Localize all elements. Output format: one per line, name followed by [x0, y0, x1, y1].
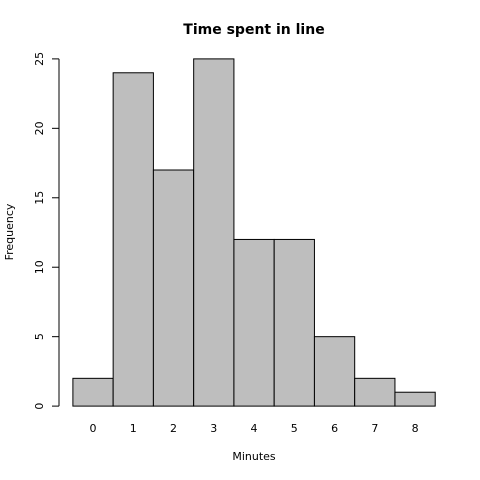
bar — [313, 336, 356, 407]
bar — [152, 169, 195, 407]
y-tick-label: 10 — [33, 260, 46, 274]
y-tick-label: 0 — [33, 403, 46, 410]
y-axis-label: Frequency — [3, 203, 16, 260]
x-tick-label: 6 — [331, 422, 338, 435]
bar — [72, 377, 114, 407]
y-tick-label: 15 — [33, 191, 46, 205]
bar — [273, 238, 315, 407]
x-tick-label: 4 — [251, 422, 258, 435]
bar — [112, 72, 154, 407]
y-tick-label: 5 — [33, 333, 46, 340]
bar — [193, 58, 235, 407]
bar — [354, 377, 396, 407]
bar — [233, 238, 275, 407]
bar — [394, 391, 436, 407]
x-tick-label: 2 — [170, 422, 177, 435]
y-tick-label: 20 — [33, 121, 46, 135]
x-tick-label: 0 — [90, 422, 97, 435]
x-tick-label: 5 — [291, 422, 298, 435]
x-axis-label: Minutes — [232, 450, 276, 463]
x-tick-label: 7 — [371, 422, 378, 435]
x-tick-label: 8 — [412, 422, 419, 435]
y-tick-label: 25 — [33, 52, 46, 66]
x-tick-label: 1 — [130, 422, 137, 435]
x-tick-label: 3 — [210, 422, 217, 435]
chart-title: Time spent in line — [183, 22, 324, 38]
